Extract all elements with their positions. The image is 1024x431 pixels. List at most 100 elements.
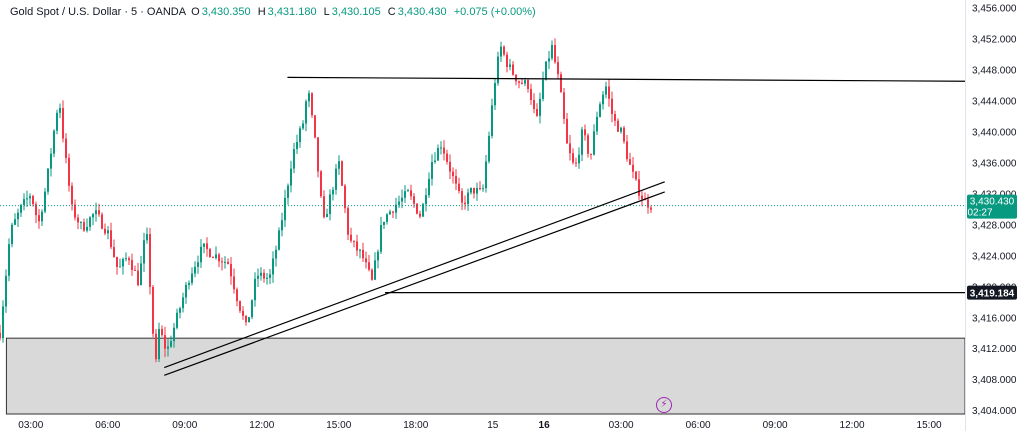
candle-body bbox=[371, 269, 373, 280]
candle-body bbox=[257, 275, 259, 279]
candle-body bbox=[194, 266, 196, 274]
candle-body bbox=[224, 261, 226, 263]
candle-body bbox=[572, 153, 574, 163]
candle-body bbox=[0, 332, 1, 339]
candle-body bbox=[188, 282, 190, 285]
candle-body bbox=[431, 161, 433, 179]
candle-body bbox=[59, 108, 61, 113]
candle-body bbox=[290, 168, 292, 186]
candle-body bbox=[119, 266, 121, 268]
candle-body bbox=[479, 188, 481, 190]
x-tick-label: 15:00 bbox=[326, 420, 351, 431]
candle-body bbox=[140, 263, 142, 286]
candle-body bbox=[170, 341, 172, 347]
x-tick-label: 06:00 bbox=[95, 420, 120, 431]
candle-body bbox=[245, 315, 247, 323]
candle-body bbox=[368, 262, 370, 270]
candle-body bbox=[446, 153, 448, 162]
candle-body bbox=[611, 98, 613, 115]
candle-body bbox=[383, 221, 385, 226]
candle-body bbox=[392, 211, 394, 213]
candle-body bbox=[203, 243, 205, 247]
price-badge-value: 3,430.430 bbox=[970, 197, 1015, 208]
candle-body bbox=[293, 149, 295, 169]
candle-body bbox=[569, 143, 571, 154]
candle-body bbox=[179, 308, 181, 313]
candle-body bbox=[416, 203, 418, 214]
candle-body bbox=[464, 202, 466, 205]
close-label: C bbox=[387, 6, 396, 18]
y-tick-label: 3,404.000 bbox=[972, 406, 1017, 417]
candle-body bbox=[278, 230, 280, 250]
candle-body bbox=[110, 230, 112, 248]
candle-body bbox=[248, 317, 250, 323]
y-tick-label: 3,428.000 bbox=[972, 220, 1017, 231]
candle-body bbox=[482, 188, 484, 190]
price-badge bbox=[967, 194, 1017, 219]
candle-body bbox=[26, 198, 28, 200]
candle-body bbox=[494, 83, 496, 106]
trend-line[interactable] bbox=[164, 181, 665, 369]
demand-zone[interactable] bbox=[5, 337, 966, 415]
x-tick-label: 03:00 bbox=[609, 420, 634, 431]
candle-body bbox=[557, 62, 559, 75]
candle-body bbox=[374, 260, 376, 280]
candle-body bbox=[92, 214, 94, 218]
candle-body bbox=[635, 171, 637, 180]
candle-body bbox=[260, 272, 262, 276]
candle-body bbox=[269, 274, 271, 278]
candle-body bbox=[362, 249, 364, 259]
candle-body bbox=[398, 201, 400, 205]
candle-body bbox=[167, 346, 169, 349]
change-value: +0.075 (+0.00%) bbox=[453, 6, 536, 18]
y-tick-label: 3,448.000 bbox=[972, 66, 1017, 77]
candle-body bbox=[209, 249, 211, 258]
candle-body bbox=[281, 220, 283, 231]
candle-body bbox=[506, 54, 508, 67]
candle-body bbox=[20, 204, 22, 213]
candle-body bbox=[377, 251, 379, 261]
candle-body bbox=[239, 301, 241, 311]
candle-body bbox=[299, 128, 301, 143]
candle-body bbox=[332, 189, 334, 195]
candle-body bbox=[89, 217, 91, 227]
candle-body bbox=[617, 120, 619, 132]
candle-body bbox=[86, 226, 88, 231]
candle-body bbox=[629, 159, 631, 165]
candle-body bbox=[542, 79, 544, 99]
candle-body bbox=[227, 261, 229, 264]
low-label: L bbox=[323, 6, 330, 18]
candle-body bbox=[356, 241, 358, 251]
candle-body bbox=[50, 153, 52, 169]
candle-body bbox=[38, 215, 40, 222]
candle-body bbox=[143, 240, 145, 264]
candle-body bbox=[545, 61, 547, 80]
candle-body bbox=[437, 148, 439, 161]
candle-body bbox=[173, 327, 175, 342]
trend-line[interactable] bbox=[164, 191, 665, 376]
candle-body bbox=[434, 160, 436, 162]
lightning-icon[interactable]: ⚡︎ bbox=[656, 397, 672, 413]
candle-body bbox=[626, 141, 628, 160]
candle-body bbox=[317, 137, 319, 172]
high-label: H bbox=[257, 6, 266, 18]
candle-body bbox=[113, 247, 115, 257]
resistance-line[interactable] bbox=[287, 76, 966, 82]
candle-body bbox=[353, 240, 355, 242]
candle-body bbox=[347, 208, 349, 235]
x-tick-label: 09:00 bbox=[172, 420, 197, 431]
candle-body bbox=[536, 109, 538, 116]
candle-body bbox=[593, 131, 595, 155]
low-value: 3,430.105 bbox=[331, 6, 381, 18]
candle-body bbox=[254, 278, 256, 301]
candle-body bbox=[533, 99, 535, 110]
candle-body bbox=[614, 114, 616, 121]
y-tick-label: 3,436.000 bbox=[972, 159, 1017, 170]
candle-body bbox=[509, 64, 511, 67]
open-label: O bbox=[191, 6, 200, 18]
candle-body bbox=[602, 94, 604, 105]
candle-body bbox=[428, 178, 430, 196]
candle-body bbox=[554, 45, 556, 63]
